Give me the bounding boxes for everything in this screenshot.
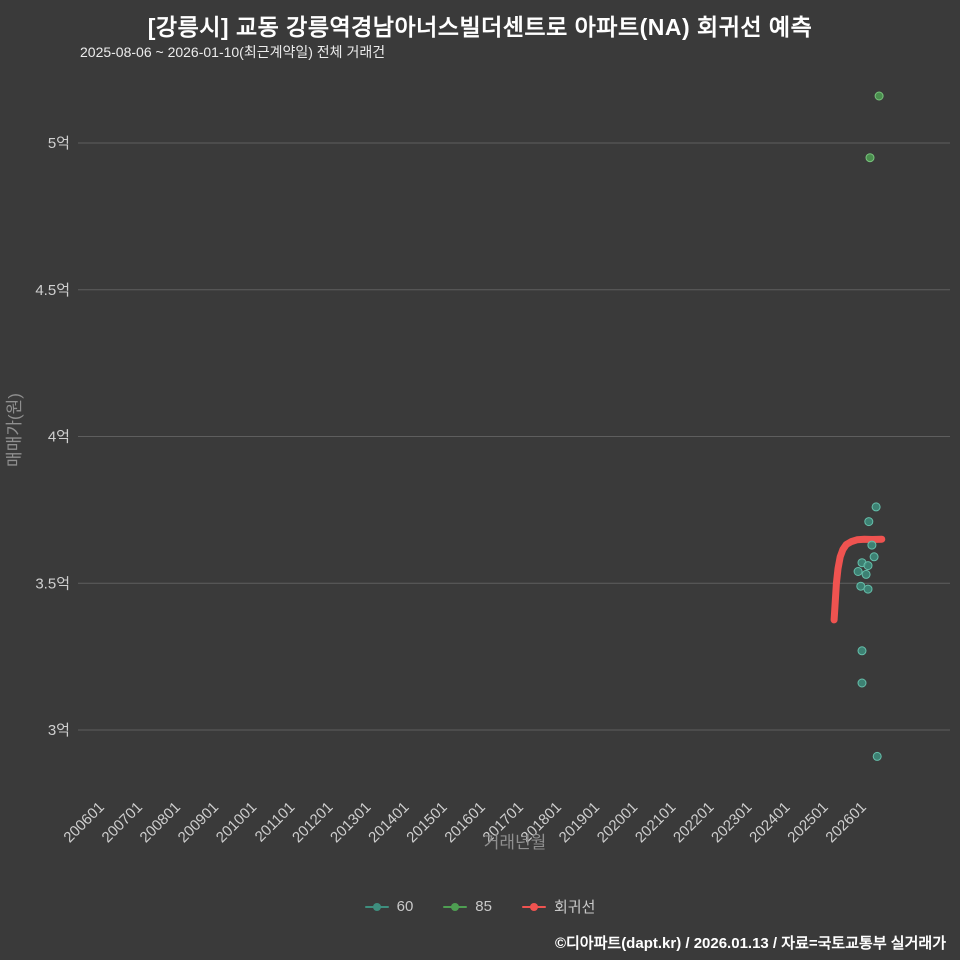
y-tick-label: 5억 bbox=[48, 135, 70, 152]
scatter-point-60 bbox=[861, 569, 871, 579]
x-tick-label: 200801 bbox=[137, 799, 184, 846]
x-tick-label: 201201 bbox=[289, 799, 336, 846]
x-axis-title: 거래년월 bbox=[484, 833, 547, 852]
scatter-point-60 bbox=[863, 584, 873, 594]
scatter-point-60 bbox=[864, 517, 874, 527]
legend-dot-icon bbox=[529, 902, 538, 911]
y-axis-title: 매매가(원) bbox=[5, 393, 24, 467]
legend-label: 회귀선 bbox=[553, 899, 596, 916]
x-tick-label: 201901 bbox=[556, 799, 603, 846]
legend-dot-icon bbox=[451, 902, 460, 911]
y-tick-label: 3억 bbox=[48, 722, 70, 739]
legend-dot-icon bbox=[372, 902, 381, 911]
scatter-point-60 bbox=[853, 567, 863, 576]
x-tick-label: 202101 bbox=[632, 799, 679, 846]
scatter-point-60 bbox=[871, 502, 881, 512]
x-tick-label: 202301 bbox=[708, 799, 755, 846]
legend-label: 60 bbox=[396, 898, 414, 915]
x-tick-label: 202201 bbox=[670, 799, 717, 846]
legend-marker-icon bbox=[521, 902, 546, 912]
scatter-point-85 bbox=[874, 91, 884, 101]
scatter-point-60 bbox=[857, 678, 867, 688]
x-tick-label: 200701 bbox=[99, 799, 146, 846]
scatter-point-60 bbox=[857, 646, 867, 656]
x-tick-label: 200601 bbox=[60, 799, 107, 846]
legend-item-85: 85 bbox=[443, 898, 492, 915]
x-tick-label: 202001 bbox=[594, 799, 641, 846]
x-tick-label: 201101 bbox=[252, 799, 299, 846]
y-tick-label: 4억 bbox=[48, 429, 70, 446]
chart-subtitle: 2025-08-06 ~ 2026-01-10(최근계약일) 전체 거래건 bbox=[80, 44, 386, 60]
x-tick-label: 200901 bbox=[175, 799, 222, 846]
legend-marker-icon bbox=[364, 902, 389, 912]
y-tick-label: 4.5억 bbox=[35, 282, 70, 299]
x-tick-label: 202401 bbox=[746, 799, 793, 846]
x-tick-label: 201401 bbox=[365, 799, 412, 846]
legend-marker-icon bbox=[443, 902, 468, 912]
x-tick-label: 202601 bbox=[822, 799, 869, 846]
legend-item-60: 60 bbox=[364, 898, 414, 915]
x-tick-label: 201001 bbox=[213, 799, 260, 846]
scatter-point-60 bbox=[869, 552, 879, 562]
y-tick-label: 3.5억 bbox=[35, 575, 70, 592]
chart-svg: 5억4.5억4억3.5억3억20060120070120080120090120… bbox=[5, 91, 950, 852]
x-tick-label: 201601 bbox=[441, 799, 488, 846]
legend-label: 85 bbox=[475, 898, 492, 915]
scatter-point-60 bbox=[863, 561, 873, 571]
page-title: [강릉시] 교동 강릉역경남아너스빌더센트로 아파트(NA) 회귀선 예측 bbox=[147, 14, 813, 40]
regression-line bbox=[830, 535, 886, 624]
legend-item-회귀선: 회귀선 bbox=[521, 896, 596, 917]
scatter-point-60 bbox=[867, 540, 877, 550]
scatter-point-60 bbox=[872, 751, 882, 761]
scatter-point-85 bbox=[865, 153, 875, 163]
legend: 60 85 회귀선 bbox=[0, 896, 960, 917]
x-tick-label: 201301 bbox=[327, 799, 374, 846]
footer-credit: ©디아파트(dapt.kr) / 2026.01.13 / 자료=국토교통부 실… bbox=[554, 935, 946, 952]
x-tick-label: 202501 bbox=[784, 799, 831, 846]
x-tick-label: 201501 bbox=[403, 799, 450, 846]
